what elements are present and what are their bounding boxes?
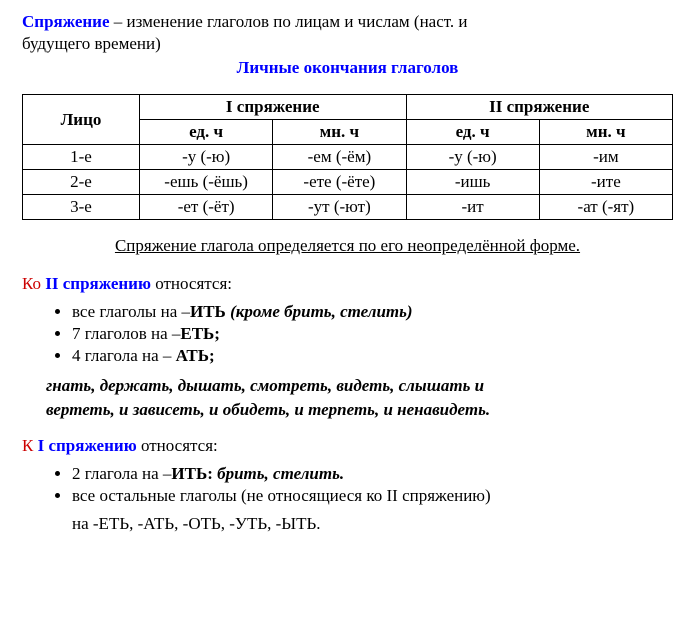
cell-c2pl: -ите [539, 170, 672, 195]
conjugation-table: Лицо I спряжение II спряжение ед. ч мн. … [22, 94, 673, 220]
definition-line-1: Спряжение – изменение глаголов по лицам … [22, 12, 673, 32]
item-extra: брить, стелить. [217, 464, 344, 483]
cell-c2sg: -у (-ю) [406, 145, 539, 170]
list-item: все глаголы на –ИТЬ (кроме брить, стелит… [72, 302, 673, 322]
header-c1-sg: ед. ч [140, 120, 273, 145]
cell-c1sg: -у (-ю) [140, 145, 273, 170]
section-2-header: Ко II спряжению относятся: [22, 274, 673, 294]
item-text: 2 глагола на – [72, 464, 171, 483]
section-1-conj: I спряжению [38, 436, 137, 455]
cell-person: 3-е [23, 195, 140, 220]
header-conj1: I спряжение [140, 95, 407, 120]
cell-c2pl: -ат (-ят) [539, 195, 672, 220]
item-extra: (кроме брить, стелить) [230, 302, 413, 321]
list-item: 7 глаголов на –ЕТЬ; [72, 324, 673, 344]
header-c2-pl: мн. ч [539, 120, 672, 145]
list-item: 2 глагола на –ИТЬ: брить, стелить. [72, 464, 673, 484]
subtitle-personal-endings: Личные окончания глаголов [22, 58, 673, 78]
rule-text: Спряжение глагола определяется по его не… [22, 236, 673, 256]
list-item: все остальные глаголы (не относящиеся ко… [72, 486, 673, 506]
header-c2-sg: ед. ч [406, 120, 539, 145]
table-row: 1-е -у (-ю) -ем (-ём) -у (-ю) -им [23, 145, 673, 170]
item-text: 4 глагола на – [72, 346, 176, 365]
item-ending: ЕТЬ; [180, 324, 220, 343]
section-2-prefix: Ко [22, 274, 45, 293]
cell-c2sg: -ишь [406, 170, 539, 195]
section-2-conj: II спряжению [45, 274, 151, 293]
cell-c1pl: -ете (-ёте) [273, 170, 406, 195]
cell-c1pl: -ут (-ют) [273, 195, 406, 220]
term-conjugation: Спряжение [22, 12, 110, 31]
cell-c1pl: -ем (-ём) [273, 145, 406, 170]
item-ending: АТЬ; [176, 346, 215, 365]
definition-line-2: будущего времени) [22, 34, 673, 54]
cell-c2pl: -им [539, 145, 672, 170]
item-text: 7 глаголов на – [72, 324, 180, 343]
section-1-endings: на -ЕТЬ, -АТЬ, -ОТЬ, -УТЬ, -ЫТЬ. [72, 514, 673, 534]
item-ending: ИТЬ [190, 302, 230, 321]
definition-text-1: – изменение глаголов по лицам и числам (… [114, 12, 468, 31]
cell-c1sg: -ет (-ёт) [140, 195, 273, 220]
table-row: 2-е -ешь (-ёшь) -ете (-ёте) -ишь -ите [23, 170, 673, 195]
section-1-prefix: К [22, 436, 38, 455]
section-1-suffix: относятся: [141, 436, 218, 455]
table-header-row-1: Лицо I спряжение II спряжение [23, 95, 673, 120]
header-person: Лицо [23, 95, 140, 145]
cell-person: 1-е [23, 145, 140, 170]
item-ending: ИТЬ: [171, 464, 217, 483]
item-text: все остальные глаголы (не относящиеся ко… [72, 486, 491, 505]
header-conj2: II спряжение [406, 95, 673, 120]
section-1-header: К I спряжению относятся: [22, 436, 673, 456]
list-item: 4 глагола на – АТЬ; [72, 346, 673, 366]
section-1-list: 2 глагола на –ИТЬ: брить, стелить. все о… [72, 464, 673, 506]
cell-person: 2-е [23, 170, 140, 195]
poem-line-1: гнать, держать, дышать, смотреть, видеть… [46, 374, 673, 398]
section-2-suffix: относятся: [155, 274, 232, 293]
header-c1-pl: мн. ч [273, 120, 406, 145]
table-row: 3-е -ет (-ёт) -ут (-ют) -ит -ат (-ят) [23, 195, 673, 220]
cell-c1sg: -ешь (-ёшь) [140, 170, 273, 195]
item-text: все глаголы на – [72, 302, 190, 321]
cell-c2sg: -ит [406, 195, 539, 220]
poem-line-2: вертеть, и зависеть, и обидеть, и терпет… [46, 398, 673, 422]
section-2-list: все глаголы на –ИТЬ (кроме брить, стелит… [72, 302, 673, 366]
poem-verbs: гнать, держать, дышать, смотреть, видеть… [46, 374, 673, 422]
